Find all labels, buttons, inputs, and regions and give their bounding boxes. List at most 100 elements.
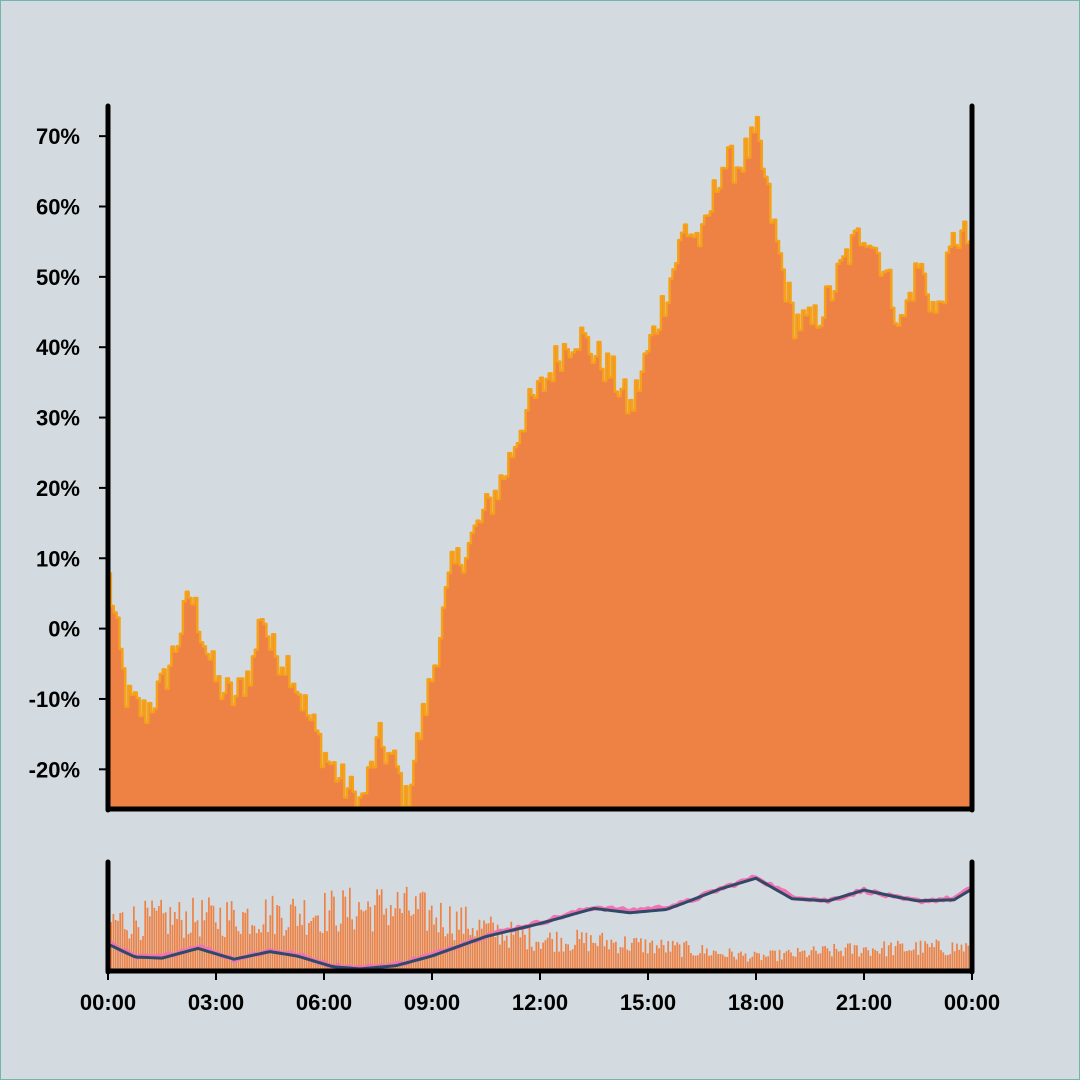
volume-bar — [321, 932, 324, 970]
volume-bar — [601, 932, 604, 970]
volume-bar — [471, 928, 474, 970]
volume-bar — [751, 956, 754, 970]
volume-bar — [176, 918, 178, 970]
moving-average-lines — [105, 874, 975, 971]
volume-bar — [271, 895, 274, 970]
volume-bar — [803, 950, 806, 970]
volume-bar — [401, 913, 404, 970]
volume-bar — [785, 951, 788, 970]
volume-bar — [951, 942, 954, 970]
x-tick-label: 18:00 — [728, 990, 784, 1015]
volume-bar — [821, 946, 824, 970]
volume-bar — [726, 956, 729, 970]
x-tick-label: 09:00 — [404, 990, 460, 1015]
volume-bar — [906, 951, 908, 970]
volume-bar — [630, 942, 633, 970]
volume-bar — [133, 906, 135, 970]
volume-bar — [901, 943, 904, 970]
volume-bar — [330, 890, 333, 970]
x-tick-label: 21:00 — [836, 990, 892, 1015]
volume-bar — [553, 951, 556, 970]
volume-bar — [881, 948, 883, 970]
volume-bar — [540, 948, 542, 970]
volume-bar — [828, 951, 831, 970]
volume-bar — [660, 939, 663, 970]
volume-bar — [421, 891, 424, 970]
volume-bar — [756, 952, 758, 970]
x-tick-label: 03:00 — [188, 990, 244, 1015]
volume-bar — [646, 953, 649, 970]
volume-bar — [694, 955, 697, 970]
volume-bar — [146, 907, 149, 970]
volume-bar — [742, 955, 745, 970]
volume-bar — [842, 956, 845, 970]
volume-bar — [767, 956, 770, 970]
volume-bar — [808, 955, 810, 970]
volume-bar — [960, 944, 963, 970]
volume-bar — [915, 942, 917, 970]
volume-bar — [433, 924, 435, 970]
volume-bar — [242, 912, 244, 970]
volume-bar — [878, 953, 881, 970]
volume-bar — [237, 931, 240, 970]
volume-bar — [483, 920, 485, 970]
volume-bar — [794, 956, 797, 970]
volume-bar — [699, 953, 701, 970]
volume-bar — [262, 924, 265, 970]
volume-bar — [801, 950, 804, 970]
volume-bar — [169, 907, 172, 970]
volume-bar — [894, 946, 897, 970]
volume-bar — [685, 940, 688, 970]
volume-bar — [776, 961, 779, 970]
volume-bar — [655, 945, 658, 970]
volume-bar — [478, 919, 481, 970]
volume-bar — [344, 896, 347, 970]
volume-bar — [676, 942, 679, 970]
volume-bar — [683, 942, 685, 970]
volume-bar — [374, 905, 376, 970]
volume-bar — [396, 891, 399, 970]
volume-bar — [317, 915, 319, 970]
volume-bar — [919, 940, 922, 970]
volume-bar — [503, 940, 506, 970]
volume-bar — [530, 946, 533, 970]
volume-bar — [512, 934, 515, 970]
volume-bar — [928, 947, 931, 970]
volume-bar — [339, 923, 342, 970]
volume-bar — [151, 900, 153, 970]
volume-bar — [962, 951, 965, 970]
volume-bar — [376, 889, 378, 970]
volume-bar — [871, 948, 874, 970]
volume-bar — [642, 952, 645, 970]
volume-bar — [965, 943, 967, 970]
volume-bar — [367, 901, 369, 970]
volume-bar — [380, 889, 383, 970]
volume-bar — [205, 912, 208, 970]
volume-bar — [753, 951, 756, 970]
y-tick-label: -20% — [29, 757, 80, 782]
volume-bar — [624, 936, 626, 970]
volume-bar — [658, 948, 660, 970]
volume-bar — [246, 908, 249, 970]
volume-bar — [949, 954, 951, 970]
volume-bar — [296, 925, 299, 970]
volume-bar — [771, 950, 774, 970]
volume-bar — [280, 917, 283, 970]
volume-bar — [701, 945, 704, 970]
volume-bar — [558, 951, 560, 970]
volume-bar — [885, 956, 888, 970]
volume-bar — [651, 940, 654, 970]
volume-bar — [585, 932, 588, 970]
volume-bar — [678, 944, 681, 970]
volume-bar — [626, 949, 629, 970]
volume-bar — [560, 937, 563, 970]
volume-bar — [576, 929, 579, 970]
volume-bar — [358, 902, 360, 970]
volume-bar — [264, 899, 267, 970]
volume-bar — [956, 943, 958, 970]
volume-bar — [160, 899, 162, 970]
volume-bar — [774, 950, 776, 970]
y-tick-label: 10% — [36, 546, 80, 571]
volume-bar — [328, 910, 331, 970]
volume-bar — [865, 947, 867, 970]
